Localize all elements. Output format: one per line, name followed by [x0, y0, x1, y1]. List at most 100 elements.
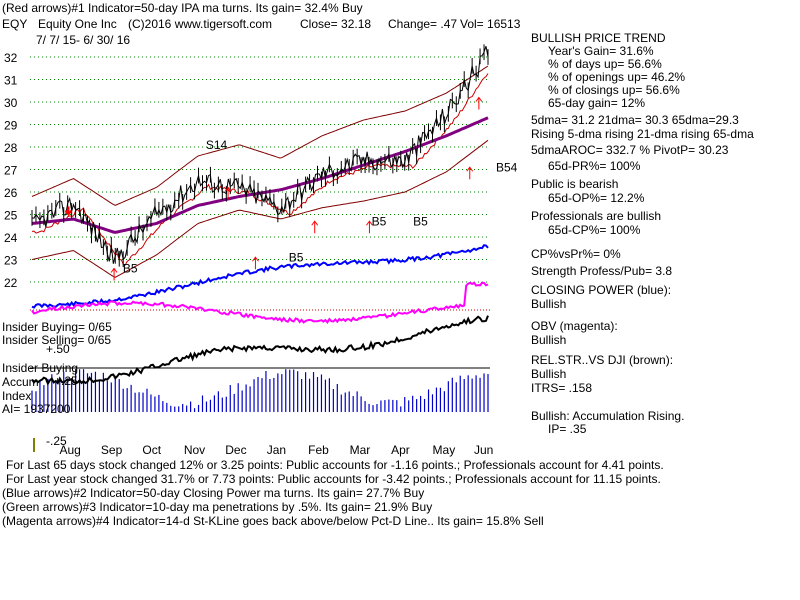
x-tick-label: Sep	[101, 443, 123, 457]
pr65: 65d-PR%= 100%	[548, 159, 641, 173]
op65: 65d-OP%= 12.2%	[548, 191, 645, 205]
red-arrow-up	[475, 96, 483, 110]
signal-label: S14	[206, 138, 228, 152]
relative-strength-line	[31, 315, 489, 386]
footer-line1: For Last 65 days stock changed 12% or 3.…	[6, 458, 664, 472]
relstr-value: Bullish	[531, 367, 567, 381]
y-tick-label: 24	[4, 231, 18, 245]
signal-label: B5	[289, 250, 304, 264]
x-tick-label: May	[433, 443, 456, 457]
signal-label: B54	[496, 160, 518, 174]
y-tick-label: 25	[4, 209, 18, 223]
closing-power-line	[31, 244, 489, 309]
x-tick-label: Nov	[184, 443, 205, 457]
ai-value: AI= 1937200	[2, 402, 71, 416]
trend-title: BULLISH PRICE TREND	[531, 31, 666, 45]
accum-label: Accum	[2, 375, 39, 389]
x-axis-ticks: Aug Sep Oct Nov Dec Jan Feb Mar Apr May Jun	[59, 443, 493, 457]
y-tick-label: 26	[4, 186, 18, 200]
accum-status: Bullish: Accumulation Rising.	[531, 409, 685, 423]
footer-line2: For Last year stock changed 31.7% or 7.7…	[6, 472, 661, 486]
change-value: Change= .47	[388, 17, 458, 31]
volume-value: Vol= 16513	[460, 17, 521, 31]
gain-65: 65-day gain= 12%	[548, 96, 646, 110]
lower-band	[31, 139, 489, 278]
header-line1: (Red arrows)#1 Indicator=50-day IPA ma t…	[2, 1, 363, 15]
years-gain: Year's Gain= 31.6%	[548, 44, 654, 58]
copyright: (C)2016 www.tigersoft.com	[128, 17, 273, 31]
x-tick-label: Feb	[308, 443, 329, 457]
company-name: Equity One Inc	[38, 17, 117, 31]
insider-buying-label: Insider Buying	[2, 361, 79, 375]
aroc-pivot: 5dmaAROC= 332.7 % PivotP= 30.23	[531, 143, 729, 157]
cp65: 65d-CP%= 100%	[548, 223, 641, 237]
obv-path	[31, 281, 489, 324]
x-tick-label: Apr	[391, 443, 410, 457]
openings-up: % of openings up= 46.2%	[548, 70, 686, 84]
x-tick-label: Aug	[59, 443, 80, 457]
y-axis-ticks: 22 23 24 25 26 27 28 29 30 31 32	[4, 51, 18, 290]
closing-power-title: CLOSING POWER (blue):	[531, 283, 672, 297]
closing-power-path	[31, 244, 489, 309]
signal-label: B5	[372, 214, 387, 228]
y-tick-label: 28	[4, 141, 18, 155]
rising-dma: Rising 5-dma rising 21-dma rising 65-dma	[531, 127, 754, 141]
red-arrow-up	[110, 267, 118, 281]
ip-value: IP= .35	[548, 422, 587, 436]
professionals-status: Professionals are bullish	[531, 209, 662, 223]
index-label: Index	[2, 389, 32, 403]
cp-vs-pr: CP%vsPr%= 0%	[531, 247, 621, 261]
y-tick-label: 22	[4, 276, 18, 290]
price-close-line	[31, 46, 489, 264]
date-range: 7/ 7/ 15- 6/ 30/ 16	[36, 33, 131, 47]
x-tick-label: Dec	[225, 443, 246, 457]
x-tick-label: Oct	[142, 443, 161, 457]
red-arrow-up	[311, 220, 319, 234]
footer-line5: (Magenta arrows)#4 Indicator=14-d St-KLi…	[2, 514, 544, 528]
y-tick-label: 32	[4, 51, 18, 65]
price-gridlines	[30, 56, 490, 283]
strength-ratio: Strength Profess/Pub= 3.8	[531, 264, 673, 278]
x-tick-label: Mar	[350, 443, 371, 457]
y-tick-label: 31	[4, 74, 18, 88]
y-tick-label: 29	[4, 119, 18, 133]
closing-power-value: Bullish	[531, 297, 567, 311]
days-up: % of days up= 56.6%	[548, 57, 662, 71]
relstr-path	[31, 315, 489, 386]
relstr-title: REL.STR..VS DJI (brown):	[531, 353, 674, 367]
x-tick-label: Jan	[267, 443, 286, 457]
red-arrow-up	[466, 166, 474, 180]
itrs-value: ITRS= .158	[531, 381, 593, 395]
obv-title: OBV (magenta):	[531, 319, 618, 333]
close-value: Close= 32.18	[300, 17, 372, 31]
accumulation-bars	[31, 369, 489, 412]
footer-line4: (Green arrows)#3 Indicator=10-day ma pen…	[2, 500, 433, 514]
y-tick-label: 30	[4, 96, 18, 110]
footer-line3: (Blue arrows)#2 Indicator=50-day Closing…	[2, 486, 425, 500]
obv-value: Bullish	[531, 333, 567, 347]
ma-21-line	[31, 73, 489, 266]
plus-25-label: +.25	[54, 374, 78, 388]
dma-values: 5dma= 31.2 21dma= 30.3 65dma=29.3	[531, 113, 739, 127]
price-line	[31, 44, 489, 268]
red-arrow-up	[252, 256, 259, 270]
plus-50-label: +.50	[46, 342, 70, 356]
closings-up: % of closings up= 56.6%	[548, 83, 680, 97]
minus-25-label: -.25	[46, 434, 67, 448]
upper-band	[31, 65, 489, 206]
insider-selling: Insider Selling= 0/65	[2, 333, 112, 347]
signal-arrows: S14 B5 B5 B5 B5 B54	[64, 96, 518, 281]
x-tick-label: Jun	[474, 443, 493, 457]
red-arrow-down	[64, 206, 73, 217]
signal-label: B5	[413, 214, 428, 228]
red-arrow-up	[366, 220, 373, 234]
red-arrow-up	[224, 186, 232, 200]
obv-line	[31, 281, 489, 324]
ticker: EQY	[2, 17, 28, 31]
insider-buying: Insider Buying= 0/65	[2, 320, 112, 334]
y-tick-label: 23	[4, 254, 18, 268]
price-bands	[31, 65, 489, 278]
y-tick-label: 27	[4, 164, 18, 178]
signal-label: B5	[123, 262, 138, 276]
